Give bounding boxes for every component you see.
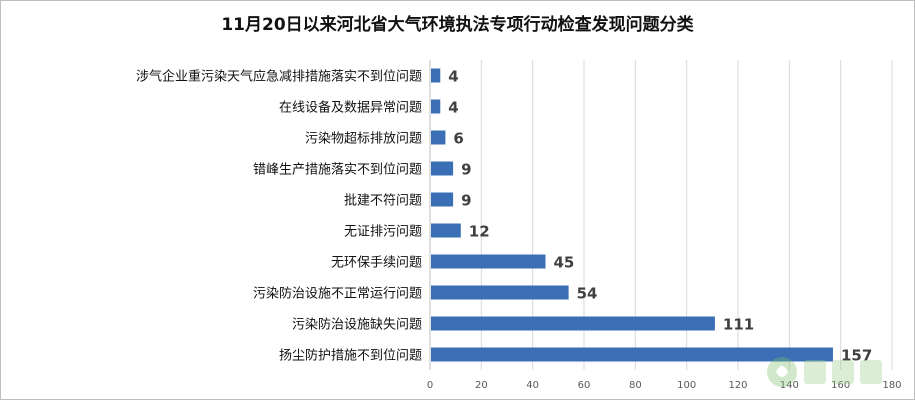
category-label: 无证排污问题 [344,225,422,240]
data-label: 9 [461,161,471,179]
bar [431,192,454,207]
category-label: 污染防治设施不正常运行问题 [253,286,422,302]
bar [431,285,569,300]
data-label: 45 [554,254,575,272]
bar [431,68,441,83]
x-tick-label: 100 [677,380,696,391]
x-tick-label: 180 [882,380,901,391]
data-label: 9 [461,192,471,210]
category-label: 错峰生产措施落实不到位问题 [253,163,422,178]
data-label: 111 [723,316,754,334]
category-label: 无环保手续问题 [331,256,422,271]
bar [431,347,833,362]
data-label: 6 [453,130,463,148]
x-tick-label: 160 [831,380,850,391]
data-label: 157 [841,347,872,365]
x-tick-label: 60 [578,380,591,391]
category-label: 污染物超标排放问题 [305,132,422,147]
x-tick-label: 20 [475,380,488,391]
bar [431,254,546,269]
x-tick-label: 80 [629,380,642,391]
x-tick-label: 140 [780,380,799,391]
x-tick-label: 0 [427,380,433,391]
data-label: 54 [577,285,598,303]
data-label: 12 [469,223,490,241]
x-tick-label: 40 [526,380,539,391]
category-label: 批建不符问题 [344,193,422,209]
category-label: 在线设备及数据异常问题 [279,100,422,116]
bar [431,130,446,145]
category-label: 污染防治设施缺失问题 [292,317,422,333]
bar [431,99,441,114]
bar [431,223,461,238]
chart-title: 11月20日以来河北省大气环境执法专项行动检查发现问题分类 [221,15,694,35]
bar [431,316,715,331]
x-tick-label: 120 [728,380,747,391]
data-label: 4 [448,68,458,86]
bar [431,161,454,176]
category-label: 涉气企业重污染天气应急减排措施落实不到位问题 [136,69,422,85]
data-label: 4 [448,99,458,117]
category-label: 扬尘防护措施不到位问题 [279,348,422,364]
